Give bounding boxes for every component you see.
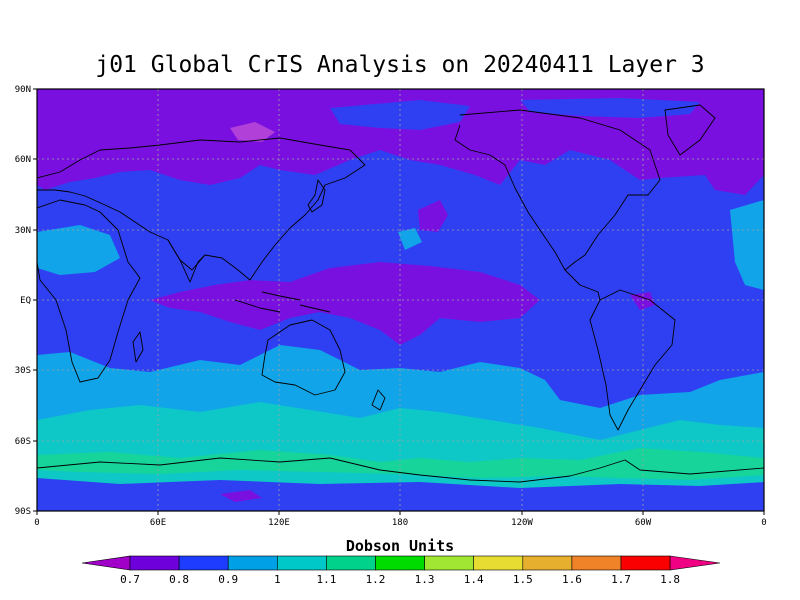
- field-purple-spot-pac: [418, 200, 448, 232]
- lon-label: 120E: [268, 518, 290, 528]
- field-antarctic-blue: [37, 478, 764, 511]
- lon-label: 120W: [511, 518, 533, 528]
- australia-coast: [261, 319, 346, 396]
- colorbar-tick-labels: 0.7 0.8 0.9 1 1.1 1.2 1.3 1.4 1.5 1.6 1.7 1.8: [120, 573, 680, 586]
- colorbar-box: [129, 555, 180, 571]
- lon-label: 60E: [150, 518, 166, 528]
- field-antarctic-purple: [220, 490, 262, 502]
- colorbar-arrow-high: [669, 555, 721, 571]
- lat-label: EQ: [20, 296, 31, 306]
- colorbar-label: Dobson Units: [345, 537, 455, 555]
- colorbar-boxes: [81, 555, 721, 571]
- field-cyan-n3: [398, 228, 422, 250]
- field-arctic-patch-2: [520, 98, 700, 118]
- field-green-coast: [37, 448, 764, 480]
- japan-coast: [307, 179, 326, 213]
- lat-label: 60N: [15, 155, 31, 165]
- colorbar-box: [326, 555, 376, 571]
- greenland-coast: [664, 104, 716, 156]
- field-pink-blob: [230, 122, 275, 142]
- map-title: j01 Global CrIS Analysis on 20240411 Lay…: [95, 52, 705, 78]
- colorbar-box: [178, 555, 229, 571]
- lon-label: 180: [392, 518, 408, 528]
- colorbar-box: [227, 555, 278, 571]
- field-tropic-purple: [150, 262, 540, 345]
- colorbar-tick-label: 1.5: [513, 573, 533, 586]
- colorbar-tick-label: 0.7: [120, 573, 140, 586]
- south-america-coast: [589, 289, 676, 431]
- antarctica-coast: [37, 457, 764, 483]
- field-purple-spot-atl: [630, 292, 655, 310]
- colorbar-tick-label: 1.4: [464, 573, 484, 586]
- colorbar-box: [571, 555, 622, 571]
- lat-label: 30S: [15, 366, 31, 376]
- lat-label: 60S: [15, 437, 31, 447]
- new-zealand-coast: [371, 389, 386, 411]
- india-coast: [167, 239, 206, 283]
- lon-label: 0: [761, 518, 766, 528]
- field-cyan-n1: [37, 225, 120, 275]
- lon-label: 60W: [635, 518, 652, 528]
- colorbar-box: [424, 555, 475, 571]
- colorbar-box: [522, 555, 573, 571]
- colorbar-tick-label: 0.9: [218, 573, 238, 586]
- lat-label: 90N: [15, 85, 31, 95]
- africa-coast: [37, 199, 141, 383]
- eurasia-coast: [37, 137, 366, 281]
- colorbar-tick-label: 1.6: [562, 573, 582, 586]
- axis-tick-marks: [33, 88, 765, 515]
- colorbar-tick-label: 1: [274, 573, 281, 586]
- colorbar-tick-label: 1.7: [611, 573, 631, 586]
- madagascar-coast: [132, 331, 144, 363]
- colorbar-tick-label: 0.8: [169, 573, 189, 586]
- colorbar-tick-label: 1.2: [366, 573, 386, 586]
- lat-label: 90S: [15, 507, 31, 517]
- map-gridlines: [37, 89, 764, 511]
- coastlines: [37, 104, 764, 483]
- lat-label: 30N: [15, 226, 31, 236]
- colorbar-tick-label: 1.8: [660, 573, 680, 586]
- field-cyan-n2: [730, 200, 764, 290]
- north-america-coast: [454, 109, 661, 301]
- colorbar-box: [473, 555, 524, 571]
- indonesia-islands: [234, 291, 331, 313]
- colorbar-box: [375, 555, 425, 571]
- colorbar-box: [620, 555, 671, 571]
- colorbar-arrow-low: [81, 555, 131, 571]
- colorbar-tick-label: 1.1: [316, 573, 336, 586]
- colorbar-box: [276, 555, 327, 571]
- lon-label: 0: [34, 518, 39, 528]
- colorbar-tick-label: 1.3: [415, 573, 435, 586]
